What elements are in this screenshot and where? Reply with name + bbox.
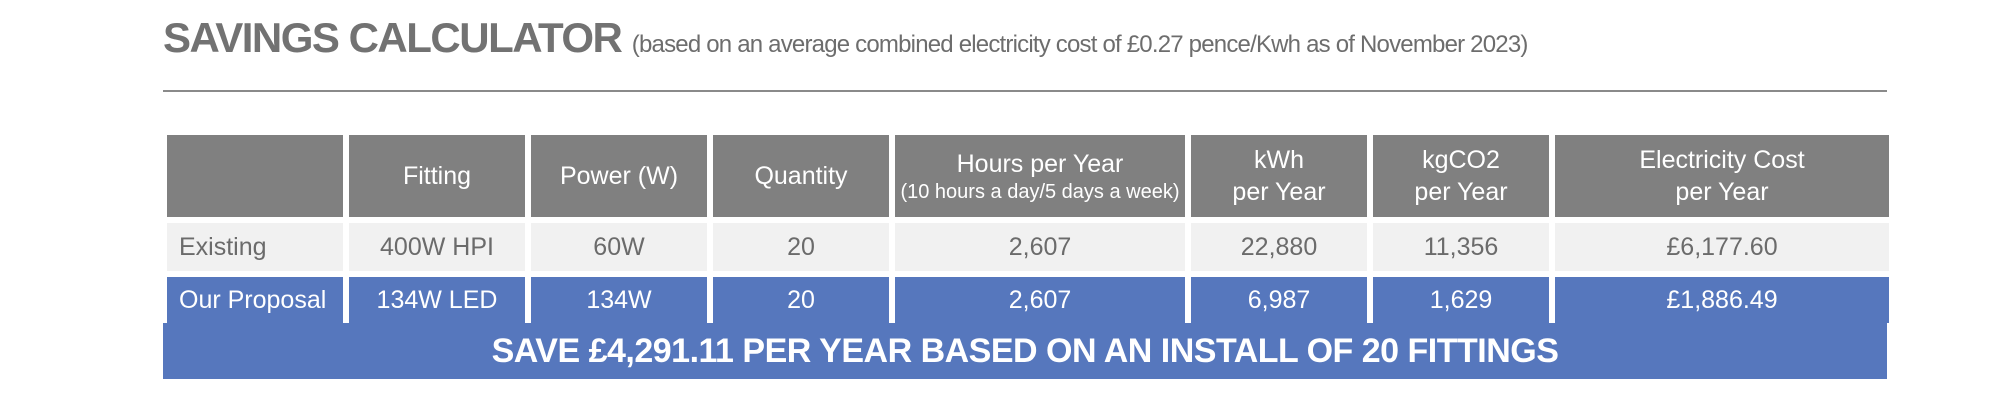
cell-kgco2: 1,629 [1373, 277, 1549, 323]
header-cell-cost: Electricity Cost per Year [1555, 135, 1889, 217]
cell-cost: £6,177.60 [1555, 223, 1889, 271]
header-cell-kwh: kWh per Year [1191, 135, 1367, 217]
header-cell-empty [167, 135, 343, 217]
header-kgco2-line2: per Year [1414, 178, 1508, 206]
header-hours-line1: Hours per Year [956, 150, 1124, 178]
cell-power: 60W [531, 223, 707, 271]
header-kgco2-line1: kgCO2 [1422, 146, 1500, 174]
cell-cost: £1,886.49 [1555, 277, 1889, 323]
header-cell-power: Power (W) [531, 135, 707, 217]
header-cost-line2: per Year [1675, 178, 1769, 206]
header-cost-line1: Electricity Cost [1639, 146, 1805, 174]
header-kwh-line1: kWh [1254, 146, 1304, 174]
header-kwh-line2: per Year [1232, 178, 1326, 206]
title-row: SAVINGS CALCULATOR (based on an average … [163, 14, 1528, 62]
page-title: SAVINGS CALCULATOR [163, 14, 623, 61]
table-row-existing: Existing 400W HPI 60W 20 2,607 22,880 11… [167, 223, 1889, 271]
cell-hours: 2,607 [895, 277, 1185, 323]
row-label: Our Proposal [167, 277, 343, 323]
cell-fitting: 134W LED [349, 277, 525, 323]
cell-quantity: 20 [713, 277, 889, 323]
row-label: Existing [167, 223, 343, 271]
table-row-proposal: Our Proposal 134W LED 134W 20 2,607 6,98… [167, 277, 1889, 323]
cell-kwh: 6,987 [1191, 277, 1367, 323]
cell-fitting: 400W HPI [349, 223, 525, 271]
table-header-row: Fitting Power (W) Quantity Hours per Yea… [167, 135, 1889, 217]
header-cell-hours: Hours per Year (10 hours a day/5 days a … [895, 135, 1185, 217]
cell-hours: 2,607 [895, 223, 1185, 271]
cell-kwh: 22,880 [1191, 223, 1367, 271]
savings-table: Fitting Power (W) Quantity Hours per Yea… [161, 129, 1895, 329]
header-cell-fitting: Fitting [349, 135, 525, 217]
page-subtitle: (based on an average combined electricit… [631, 31, 1529, 58]
cell-power: 134W [531, 277, 707, 323]
cell-kgco2: 11,356 [1373, 223, 1549, 271]
header-cell-kgco2: kgCO2 per Year [1373, 135, 1549, 217]
header-hours-line2: (10 hours a day/5 days a week) [900, 181, 1180, 203]
savings-banner: SAVE £4,291.11 PER YEAR BASED ON AN INST… [163, 323, 1887, 379]
divider [163, 90, 1887, 92]
cell-quantity: 20 [713, 223, 889, 271]
header-cell-quantity: Quantity [713, 135, 889, 217]
